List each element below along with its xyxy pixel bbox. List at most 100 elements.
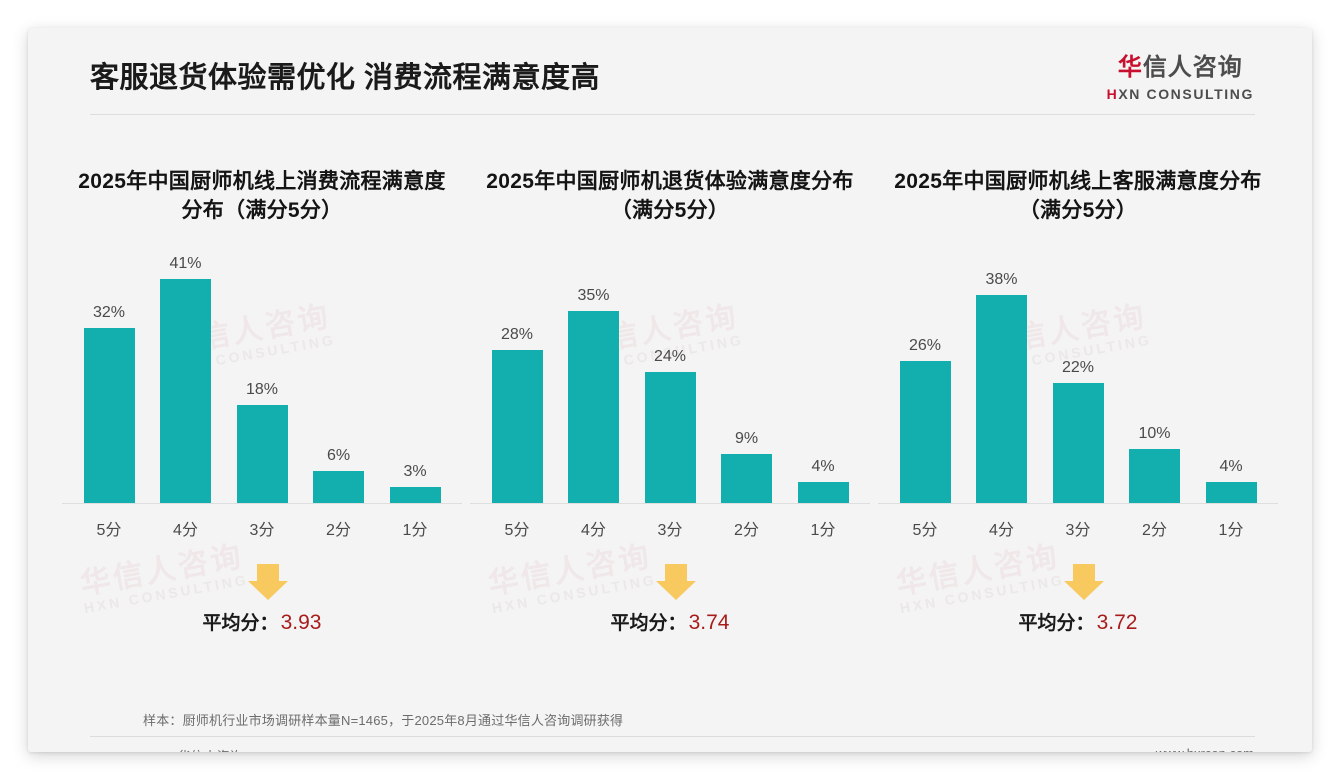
bar [83,327,135,504]
bar-column: 24% [633,256,707,504]
bar-chart: 华信人咨询 HXN CONSULTING 28% 35% 24% [470,256,870,556]
average-score-label: 平均分： [202,613,279,634]
bar-value-label: 9% [734,430,759,448]
logo-english-rest: XN CONSULTING [1118,86,1254,102]
bar-column: 18% [225,256,299,504]
bar-value-label: 4% [1219,457,1243,475]
bar-group: 28% 35% 24% 9% [480,256,860,504]
chart-title: 2025年中国厨师机线上客服满意度分布（满分5分） [894,170,1262,222]
bar [568,311,619,504]
page-title: 客服退货体验需优化 消费流程满意度高 [90,62,601,94]
bar-column: 22% [1041,256,1115,504]
bar [644,371,696,504]
bar [1205,481,1257,504]
down-arrow-icon [656,564,696,600]
source-footnote: 样本：厨师机行业市场调研样本量N=1465，于2025年8月通过华信人咨询调研获… [143,713,624,728]
slide-footer: ©2025.10 HXR华信人咨询 www.hxrcon.com [90,746,1254,752]
x-tick-label: 5分 [96,522,122,539]
bar-column: 3% [378,256,452,504]
x-tick-label: 5分 [912,522,938,539]
x-tick-label: 3分 [657,522,683,539]
x-tick-label: 2分 [326,522,351,539]
x-axis-ticks: 5分 4分 3分 2分 1分 [72,516,452,540]
bar-value-label: 24% [653,347,687,365]
bar-value-label: 41% [169,255,202,272]
average-score-label: 平均分： [610,613,687,634]
bar [899,360,951,504]
average-score-value: 3.74 [688,611,730,634]
logo-chinese-red: 华 [1117,54,1143,81]
x-tick-label: 1分 [1218,522,1244,539]
x-axis-line [878,503,1278,504]
average-score-text: 平均分：3.93 [62,608,462,635]
x-tick-label: 2分 [734,522,759,539]
bar-column: 28% [480,256,554,504]
average-annotation: 华信人咨询 HXN CONSULTING 平均分：3.74 [470,540,870,652]
charts-row: 2025年中国厨师机线上消费流程满意度分布（满分5分） 华信人咨询 HXN CO… [58,168,1282,678]
bar [491,349,543,504]
chart-title: 2025年中国厨师机线上消费流程满意度分布（满分5分） [78,170,446,222]
bar-value-label: 18% [245,380,279,398]
bar-value-label: 6% [326,446,351,464]
x-tick-label: 3分 [249,522,275,539]
x-tick-label: 1分 [810,522,836,539]
bar [1129,448,1180,504]
bar-value-label: 22% [1061,358,1095,376]
average-annotation: 华信人咨询 HXN CONSULTING 平均分：3.72 [878,540,1278,652]
bar-group: 32% 41% 18% 6% [72,256,452,504]
down-arrow-icon [1064,564,1104,600]
logo-chinese-text: 华信人咨询 [1107,56,1254,80]
bar-value-label: 4% [811,457,835,475]
chart-panel-consumption-process: 2025年中国厨师机线上消费流程满意度分布（满分5分） 华信人咨询 HXN CO… [58,168,466,678]
average-score-label: 平均分： [1018,613,1095,634]
bar-value-label: 32% [92,303,126,321]
bar-column: 9% [710,256,784,504]
x-tick-label: 4分 [989,522,1014,539]
bar [160,279,211,504]
bar-chart: 华信人咨询 HXN CONSULTING 26% 38% 22% [878,256,1278,556]
bar-group: 26% 38% 22% 10% [888,256,1268,504]
bar-value-label: 38% [985,270,1018,288]
average-score-text: 平均分：3.74 [470,608,870,635]
x-axis-ticks: 5分 4分 3分 2分 1分 [888,516,1268,540]
slide: 客服退货体验需优化 消费流程满意度高 华信人咨询 HXN CONSULTING … [28,28,1312,752]
bar-column: 38% [965,256,1039,504]
bar-column: 35% [557,256,631,504]
x-axis-line [470,503,870,504]
bar-value-label: 28% [500,325,534,343]
x-tick-label: 4分 [581,522,606,539]
x-axis-line [62,503,462,504]
bar-value-label: 3% [403,463,427,481]
x-tick-label: 1分 [402,522,428,539]
logo-chinese-rest: 信人咨询 [1142,54,1243,81]
bar [313,470,364,504]
website-text: www.hxrcon.com [1156,746,1254,752]
logo-english-text: HXN CONSULTING [1107,87,1254,101]
bar [1052,382,1104,504]
bar-value-label: 26% [908,336,942,354]
bar-column: 4% [1194,256,1268,504]
copyright-text: ©2025.10 HXR华信人咨询 [90,746,243,752]
chart-panel-customer-service: 2025年中国厨师机线上客服满意度分布（满分5分） 华信人咨询 HXN CONS… [874,168,1282,678]
bar-column: 26% [888,256,962,504]
bar-column: 32% [72,256,146,504]
bar [389,487,441,504]
brand-logo: 华信人咨询 HXN CONSULTING [1107,56,1254,102]
bar-column: 10% [1118,256,1192,504]
x-axis-ticks: 5分 4分 3分 2分 1分 [480,516,860,540]
bar [797,481,849,504]
x-tick-label: 2分 [1142,522,1167,539]
header-divider [90,114,1255,115]
bar-column: 41% [149,256,223,504]
bar [976,294,1027,504]
x-tick-label: 4分 [173,522,198,539]
x-tick-label: 5分 [504,522,530,539]
bar [236,404,288,504]
bar-column: 4% [786,256,860,504]
down-arrow-icon [248,564,288,600]
footer-divider [90,736,1255,737]
slide-header: 客服退货体验需优化 消费流程满意度高 华信人咨询 HXN CONSULTING [28,28,1312,116]
bar-value-label: 35% [577,287,610,305]
bar [721,454,772,504]
average-score-text: 平均分：3.72 [878,608,1278,635]
